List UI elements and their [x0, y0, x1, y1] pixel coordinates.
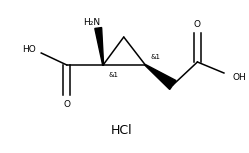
Text: HO: HO — [23, 45, 36, 54]
Text: O: O — [63, 99, 70, 108]
Text: &1: &1 — [108, 72, 118, 78]
Text: &1: &1 — [150, 54, 160, 60]
Polygon shape — [145, 65, 176, 90]
Text: H₂N: H₂N — [83, 17, 100, 26]
Text: OH: OH — [233, 73, 247, 82]
Polygon shape — [95, 28, 104, 65]
Text: O: O — [194, 19, 201, 28]
Text: HCl: HCl — [111, 123, 133, 136]
